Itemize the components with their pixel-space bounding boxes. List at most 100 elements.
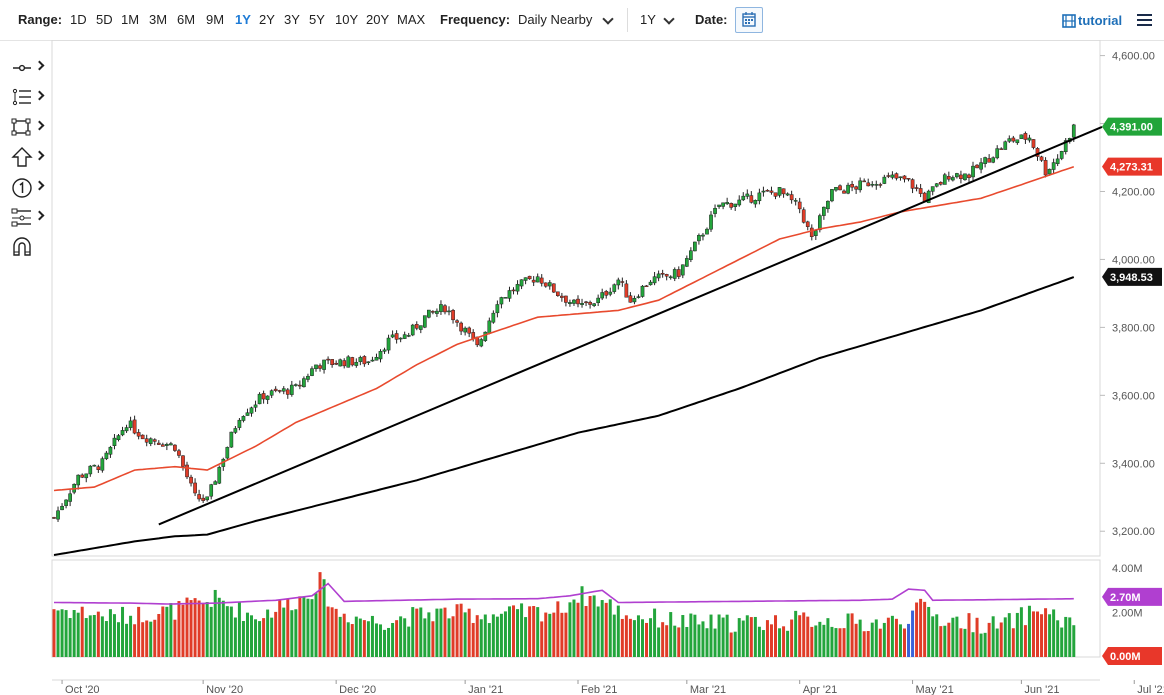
volume-bar [705, 628, 709, 657]
candle [108, 446, 113, 455]
volume-bar [298, 596, 302, 657]
volume-bar [1036, 611, 1040, 657]
volume-bar [576, 602, 580, 657]
candle [342, 360, 347, 367]
frequency-chevron-down-icon[interactable] [602, 13, 614, 25]
volume-bar [1027, 605, 1031, 657]
candle [201, 497, 205, 501]
candle [846, 184, 850, 194]
candle [854, 186, 858, 190]
candle [1047, 168, 1052, 175]
candle [68, 493, 72, 502]
volume-bar [1007, 613, 1011, 657]
tutorial-link[interactable]: tutorial [1078, 13, 1123, 28]
volume-bar [846, 613, 850, 657]
candle [979, 162, 983, 170]
arrow-tool[interactable] [10, 145, 46, 169]
candle [826, 200, 830, 210]
range-button-5d[interactable]: 5D [96, 12, 113, 27]
volume-bar [790, 619, 794, 657]
volume-bar [620, 618, 624, 657]
volume-bar [302, 597, 306, 657]
magnet-tool[interactable] [10, 235, 46, 259]
candle [640, 285, 645, 297]
volume-bar [338, 616, 342, 657]
volume-bar [999, 622, 1003, 657]
candle [225, 447, 230, 459]
range-button-10y[interactable]: 10Y [335, 12, 359, 27]
candle [241, 416, 246, 421]
volume-bar [693, 614, 697, 657]
range-button-max[interactable]: MAX [397, 12, 426, 27]
range-button-3y[interactable]: 3Y [284, 12, 300, 27]
candle [402, 334, 407, 339]
candle [701, 234, 705, 237]
candle [684, 258, 689, 267]
candle [890, 174, 895, 178]
crosshair-tool[interactable] [10, 55, 46, 79]
shapes-tool[interactable] [10, 115, 46, 139]
range-button-3m[interactable]: 3M [149, 12, 168, 27]
volume-bar [383, 629, 387, 657]
range-button-1m[interactable]: 1M [121, 12, 140, 27]
date-picker-button[interactable] [735, 7, 763, 33]
candle [729, 203, 734, 208]
last-price-tag-text: 4,391.00 [1110, 122, 1153, 134]
range-button-20y[interactable]: 20Y [366, 12, 390, 27]
candle [233, 428, 238, 433]
candle [918, 188, 923, 194]
candle [741, 195, 746, 201]
volume-bar [1048, 614, 1052, 657]
volume-bar [653, 608, 657, 657]
volume-bar [532, 606, 536, 657]
volume-bar [370, 615, 374, 657]
candle [938, 181, 943, 185]
range-button-2y[interactable]: 2Y [259, 12, 275, 27]
period-select[interactable]: 1Y [640, 12, 656, 27]
volume-bar [141, 622, 145, 657]
price-chart[interactable]: 4,600.004,400.004,200.004,000.003,800.00… [0, 40, 1164, 695]
candle [1055, 158, 1060, 164]
volume-bar [326, 606, 330, 657]
candle [350, 357, 355, 366]
range-button-1d[interactable]: 1D [70, 12, 87, 27]
candle [88, 465, 93, 475]
hamburger-menu-icon[interactable] [1137, 14, 1152, 26]
volume-bar [540, 621, 544, 657]
candle [1039, 156, 1044, 161]
candle [672, 269, 677, 279]
x-tick-label: Apr '21 [803, 684, 838, 695]
volume-bar [487, 623, 491, 657]
volume-bar [572, 599, 576, 657]
candle [765, 189, 770, 192]
range-button-6m[interactable]: 6M [177, 12, 196, 27]
volume-bar [886, 617, 890, 657]
volume-bar [512, 605, 516, 657]
volume-bar [1056, 620, 1060, 657]
volume-bar [959, 628, 963, 657]
range-button-5y[interactable]: 5Y [309, 12, 325, 27]
period-chevron-down-icon[interactable] [663, 13, 675, 25]
range-button-1y[interactable]: 1Y [235, 12, 251, 27]
volume-bar [826, 618, 830, 657]
candle [604, 291, 609, 296]
candle [991, 157, 996, 163]
range-button-9m[interactable]: 9M [206, 12, 225, 27]
annotation-tool[interactable] [10, 175, 46, 199]
volume-bar [786, 630, 790, 657]
lines-tool[interactable] [10, 85, 46, 109]
x-tick-label: Jul '21 [1137, 684, 1164, 695]
candle [660, 273, 665, 275]
frequency-select[interactable]: Daily Nearby [518, 12, 593, 27]
volume-bar [721, 617, 725, 657]
candle [382, 349, 387, 352]
date-label: Date: [695, 12, 728, 27]
candle [406, 335, 411, 337]
volume-bar [753, 616, 757, 657]
candle [531, 279, 536, 283]
volume-bar [88, 615, 92, 657]
candle [527, 275, 532, 280]
indicators-tool[interactable] [10, 205, 46, 229]
candle [173, 444, 177, 451]
support-trendline[interactable] [158, 126, 1103, 526]
